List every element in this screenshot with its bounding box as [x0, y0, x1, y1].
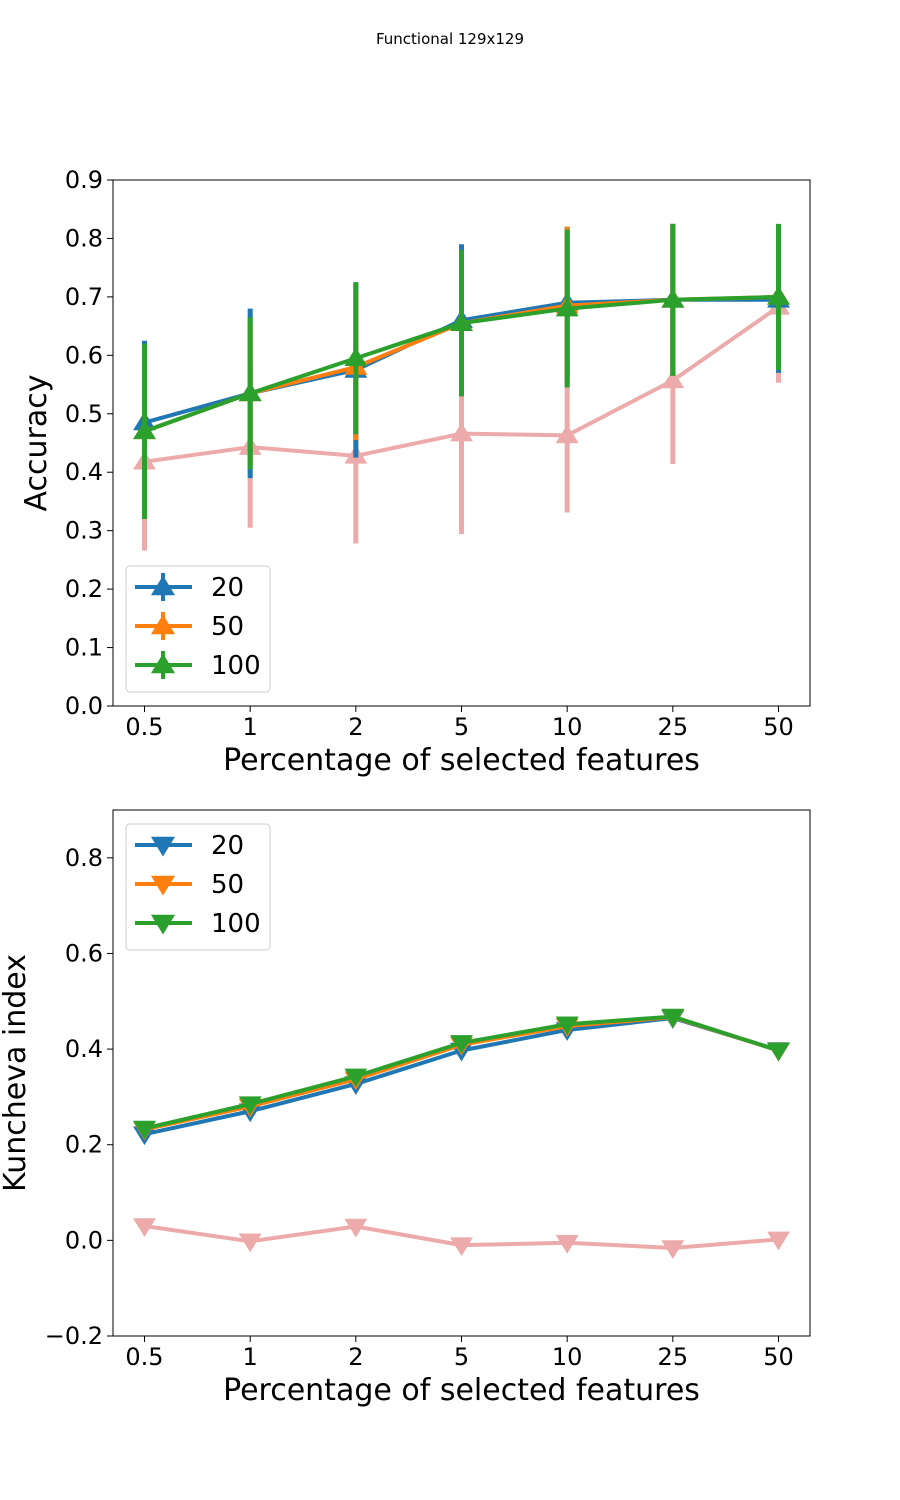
x-tick-label: 1 — [243, 1343, 258, 1371]
legend-marker — [150, 836, 176, 857]
x-axis-label: Percentage of selected features — [223, 743, 700, 778]
legend-item: 20 — [135, 831, 244, 861]
data-point — [238, 382, 262, 402]
series-100 — [133, 1008, 790, 1140]
data-point — [344, 1218, 368, 1238]
y-tick-label: 0.3 — [65, 517, 103, 545]
data-point — [555, 1234, 579, 1254]
data-point — [767, 285, 790, 305]
y-tick-label: 0.5 — [65, 400, 103, 428]
x-tick-label: 1 — [243, 713, 258, 741]
series-baseline — [133, 1218, 790, 1259]
legend-label: 100 — [211, 651, 261, 681]
data-point — [450, 1237, 473, 1257]
data-point — [344, 347, 368, 367]
legend-label: 20 — [211, 831, 244, 861]
y-tick-label: 0.6 — [65, 939, 103, 967]
data-point — [238, 1233, 262, 1253]
data-point — [661, 288, 685, 308]
x-tick-label: 50 — [763, 1343, 794, 1371]
y-tick-label: 0.2 — [65, 1131, 103, 1159]
data-point — [555, 1016, 579, 1036]
y-axis-label: Accuracy — [19, 375, 54, 512]
data-point — [555, 424, 579, 444]
x-tick-label: 25 — [658, 1343, 689, 1371]
legend-marker — [150, 575, 176, 596]
x-tick-label: 10 — [552, 713, 583, 741]
x-tick-label: 0.5 — [125, 1343, 163, 1371]
data-point — [133, 420, 156, 440]
y-tick-label: 0.0 — [65, 1226, 103, 1254]
x-tick-label: 25 — [658, 713, 689, 741]
legend-label: 20 — [211, 573, 244, 603]
data-point — [344, 1068, 368, 1088]
legend-marker — [150, 653, 176, 674]
data-point — [767, 1042, 790, 1062]
legend-label: 100 — [211, 909, 261, 939]
series-100 — [133, 223, 790, 519]
y-tick-label: −0.2 — [45, 1322, 103, 1350]
data-point — [450, 1035, 473, 1054]
data-point — [767, 1231, 790, 1251]
legend-item: 20 — [135, 573, 244, 603]
data-point — [661, 1008, 685, 1028]
x-tick-label: 0.5 — [125, 713, 163, 741]
legend-label: 50 — [211, 870, 244, 900]
y-tick-label: 0.7 — [65, 283, 103, 311]
y-tick-label: 0.4 — [65, 1035, 103, 1063]
legend: 20 50 100 — [125, 823, 271, 951]
data-point — [555, 297, 579, 317]
legend-marker — [150, 914, 176, 935]
x-tick-label: 10 — [552, 1343, 583, 1371]
x-tick-label: 2 — [348, 713, 363, 741]
y-axis-label: Kuncheva index — [0, 954, 33, 1192]
legend-item: 100 — [135, 651, 261, 681]
data-point — [450, 312, 473, 331]
y-tick-label: 0.0 — [65, 692, 103, 720]
legend-item: 50 — [135, 612, 244, 642]
data-point — [450, 422, 473, 442]
y-tick-label: 0.2 — [65, 575, 103, 603]
x-tick-label: 2 — [348, 1343, 363, 1371]
y-tick-label: 0.1 — [65, 634, 103, 662]
kuncheva-plot: 0.5 1 2 5 10 25 50−0.20.00.20.40.60.8Percentag… — [0, 809, 811, 1408]
legend-item: 50 — [135, 870, 244, 900]
y-tick-label: 0.8 — [65, 844, 103, 872]
figure-title: Functional 129x129 — [376, 30, 524, 48]
x-tick-label: 5 — [454, 713, 469, 741]
legend: 20 50 100 — [125, 565, 271, 693]
y-tick-label: 0.4 — [65, 458, 103, 486]
data-point — [133, 1120, 156, 1140]
data-point — [238, 1096, 262, 1116]
y-tick-label: 0.6 — [65, 341, 103, 369]
x-tick-label: 50 — [763, 713, 794, 741]
legend-label: 50 — [211, 612, 244, 642]
legend-marker — [150, 614, 176, 635]
x-axis-label: Percentage of selected features — [223, 1373, 700, 1408]
accuracy-plot: 0.5 1 2 5 10 25 500.00.10.20.30.40.50.60.70.80… — [19, 166, 811, 778]
y-tick-label: 0.8 — [65, 224, 103, 252]
data-point — [661, 369, 685, 389]
x-tick-label: 5 — [454, 1343, 469, 1371]
data-point — [661, 1240, 685, 1259]
legend-item: 100 — [135, 909, 261, 939]
y-tick-label: 0.9 — [65, 166, 103, 194]
data-point — [133, 1218, 156, 1237]
legend-marker — [150, 875, 176, 896]
